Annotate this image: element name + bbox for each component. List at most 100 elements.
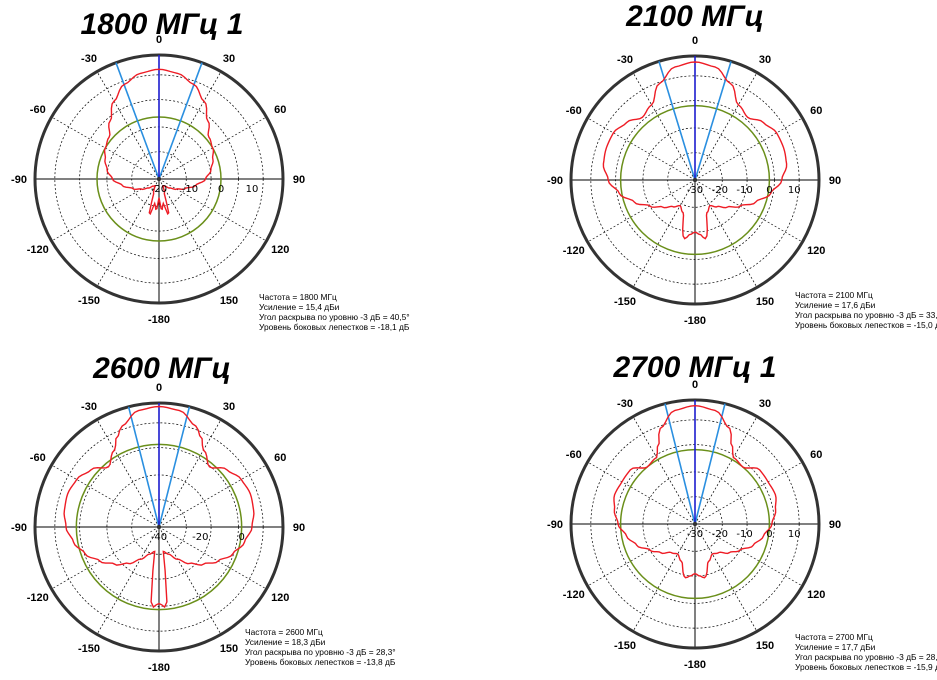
polar-chart-1: 1800 МГц 10306090120150-180-150-120-90-6… — [11, 8, 410, 332]
grid-spoke — [632, 416, 696, 525]
ring-value-label: 0 — [766, 185, 772, 196]
chart-info-line: Уровень боковых лепестков = -15,9 дБ — [795, 662, 937, 672]
ring-value-label: -10 — [736, 529, 752, 540]
angle-label: 30 — [759, 398, 771, 410]
angle-label: -120 — [563, 589, 585, 601]
radiation-pattern — [602, 61, 788, 240]
beamwidth-line — [158, 62, 203, 180]
angle-label: 30 — [223, 401, 235, 413]
angle-label: 150 — [220, 643, 238, 655]
angle-label: 60 — [274, 452, 286, 464]
angle-label: -120 — [27, 592, 49, 604]
chart-info-line: Усиление = 18,3 дБи — [245, 637, 326, 647]
angle-label: -120 — [27, 244, 49, 256]
radiation-pattern — [63, 405, 255, 609]
ring-value-label: 10 — [246, 184, 259, 195]
chart-info-line: Усиление = 17,7 дБи — [795, 642, 876, 652]
angle-label: 120 — [807, 245, 825, 257]
angle-label: 0 — [156, 34, 162, 46]
grid-spoke — [694, 461, 803, 525]
chart-title: 1800 МГц 1 — [81, 8, 244, 41]
grid-spoke — [694, 117, 803, 181]
grid-spoke — [632, 523, 696, 632]
grid-spoke — [694, 72, 758, 181]
center-dot — [156, 176, 162, 182]
chart-title: 2600 МГц — [92, 352, 231, 385]
ring-value-label: -20 — [712, 529, 728, 540]
grid-spoke — [694, 523, 803, 587]
chart-info-line: Усиление = 15,4 дБи — [259, 302, 340, 312]
angle-label: -180 — [684, 315, 706, 327]
ring-value-label: -20 — [712, 185, 728, 196]
chart-info-line: Уровень боковых лепестков = -15,0 дБ — [795, 320, 937, 330]
angle-label: 150 — [220, 295, 238, 307]
chart-info-line: Угол раскрыва по уровню -3 дБ = 33,7° — [795, 310, 937, 320]
beamwidth-line — [664, 403, 696, 525]
ring-value-label: 0 — [766, 529, 772, 540]
grid-spoke — [158, 464, 267, 528]
angle-label: -180 — [684, 659, 706, 671]
chart-info-line: Уровень боковых лепестков = -13,8 дБ — [245, 657, 396, 667]
angle-label: 30 — [223, 53, 235, 65]
beamwidth-line — [658, 61, 696, 181]
center-dot — [692, 177, 698, 183]
grid-spoke — [158, 526, 267, 590]
ring-value-label: 10 — [788, 529, 801, 540]
grid-spoke — [158, 419, 222, 528]
center-dot — [692, 521, 698, 527]
angle-label: -150 — [614, 640, 636, 652]
radiation-pattern — [613, 404, 777, 579]
angle-label: 90 — [829, 175, 841, 187]
angle-label: 0 — [692, 35, 698, 47]
chart-info-line: Уровень боковых лепестков = -18,1 дБ — [259, 322, 410, 332]
angle-label: -90 — [11, 174, 27, 186]
angle-label: 150 — [756, 640, 774, 652]
angle-label: -90 — [547, 519, 563, 531]
grid-spoke — [51, 526, 160, 590]
angle-label: -180 — [148, 662, 170, 674]
grid-spoke — [587, 523, 696, 587]
beamwidth-line — [158, 406, 191, 528]
grid-spoke — [632, 72, 696, 181]
angle-label: -60 — [30, 452, 46, 464]
angle-label: 60 — [810, 105, 822, 117]
polar-chart-2: 2100 МГц 0 30 60 90 120 150 -180 -150 -120 -90 -60 -… — [547, 0, 937, 330]
center-dot — [156, 524, 162, 530]
angle-label: -60 — [566, 449, 582, 461]
ring-value-label: -20 — [192, 532, 208, 543]
grid-spoke — [96, 71, 160, 180]
angle-label: 90 — [829, 519, 841, 531]
chart-title: 2700 МГц 1 — [613, 351, 777, 384]
angle-label: -120 — [563, 245, 585, 257]
angle-label: 30 — [759, 54, 771, 66]
angle-label: -30 — [617, 54, 633, 66]
chart-info-line: Частота = 2600 МГц — [245, 627, 323, 637]
angle-label: 0 — [156, 382, 162, 394]
angle-label: -150 — [78, 295, 100, 307]
ring-value-label: -20 — [151, 184, 167, 195]
angle-label: -90 — [11, 522, 27, 534]
chart-info-line: Частота = 1800 МГц — [259, 292, 337, 302]
ring-value-label: -30 — [687, 185, 703, 196]
chart-info-line: Угол раскрыва по уровню -3 дБ = 28,0° — [795, 652, 937, 662]
chart-info-line: Частота = 2100 МГц — [795, 290, 873, 300]
angle-label: 90 — [293, 522, 305, 534]
grid-spoke — [587, 461, 696, 525]
grid-spoke — [632, 179, 696, 288]
polar-chart-4: 2700 МГц 1 0 30 60 90 120 150 -180 -150 -120 -90 -6… — [547, 351, 937, 672]
ring-value-label: 0 — [238, 532, 244, 543]
angle-label: 120 — [807, 589, 825, 601]
grid-spoke — [694, 179, 803, 243]
grid-spoke — [96, 419, 160, 528]
beamwidth-line — [115, 62, 160, 180]
ring-value-label: -10 — [736, 185, 752, 196]
chart-info-line: Частота = 2700 МГц — [795, 632, 873, 642]
grid-spoke — [587, 117, 696, 181]
angle-label: 60 — [810, 449, 822, 461]
ring-value-label: 0 — [218, 184, 224, 195]
angle-label: -60 — [30, 104, 46, 116]
grid-spoke — [694, 179, 758, 288]
beamwidth-line — [694, 403, 726, 525]
grid-spoke — [158, 526, 222, 635]
